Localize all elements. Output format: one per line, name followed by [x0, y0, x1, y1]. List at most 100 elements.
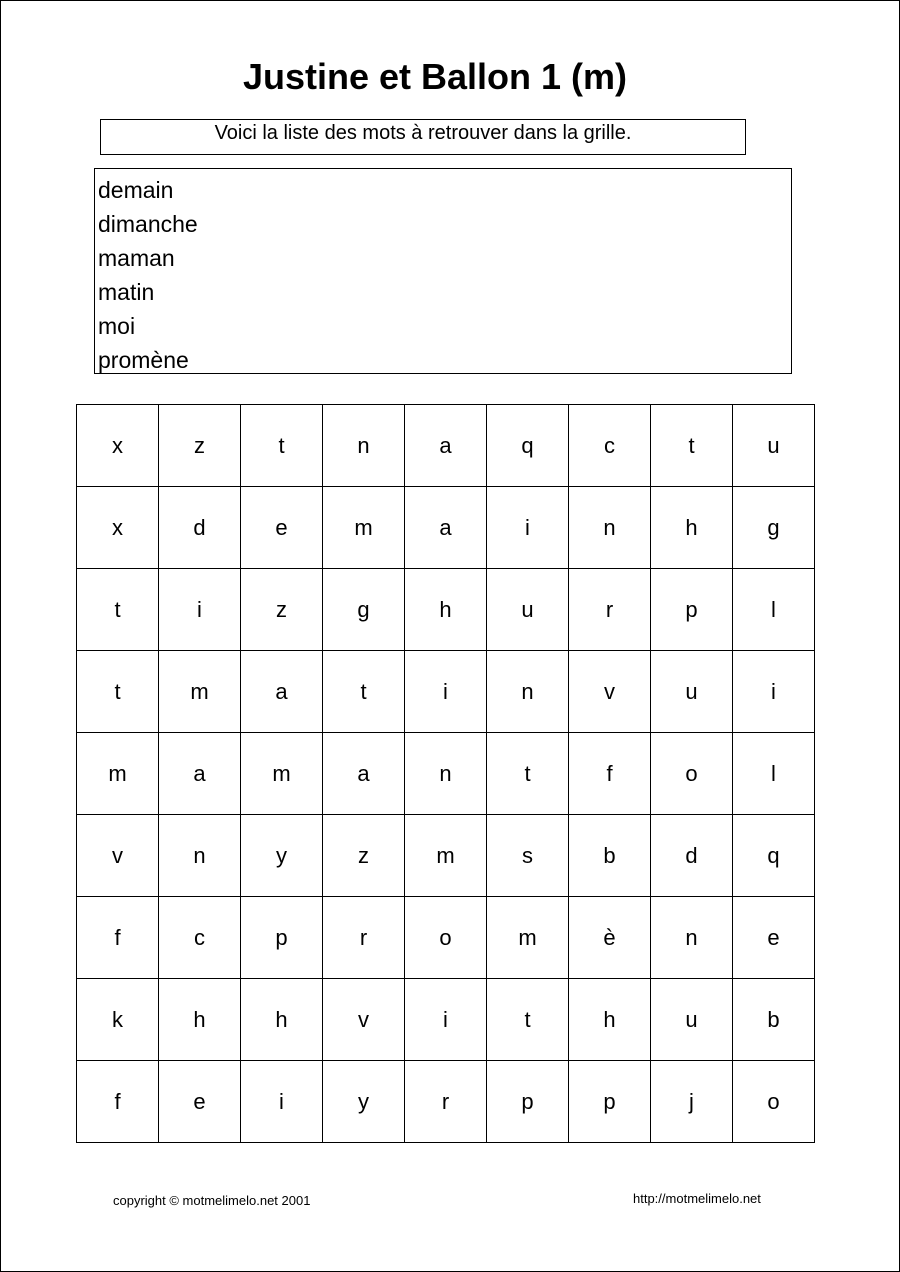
grid-cell: c: [568, 404, 651, 487]
grid-cell: k: [76, 978, 159, 1061]
grid-cell: u: [650, 978, 733, 1061]
grid-cell: t: [486, 978, 569, 1061]
grid-cell: r: [404, 1060, 487, 1143]
grid-cell: m: [486, 896, 569, 979]
grid-cell: h: [650, 486, 733, 569]
grid-cell: i: [404, 650, 487, 733]
grid-cell: a: [404, 404, 487, 487]
grid-cell: n: [486, 650, 569, 733]
grid-cell: f: [76, 896, 159, 979]
grid-cell: o: [404, 896, 487, 979]
grid-cell: a: [404, 486, 487, 569]
grid-cell: b: [568, 814, 651, 897]
grid-cell: p: [240, 896, 323, 979]
grid-cell: h: [158, 978, 241, 1061]
word-item: moi: [98, 313, 136, 339]
grid-cell: n: [650, 896, 733, 979]
grid-cell: p: [650, 568, 733, 651]
grid-cell: o: [732, 1060, 815, 1143]
grid-cell: m: [322, 486, 405, 569]
grid-cell: e: [158, 1060, 241, 1143]
grid-cell: l: [732, 732, 815, 815]
grid-cell: i: [158, 568, 241, 651]
instruction-box: Voici la liste des mots à retrouver dans…: [100, 119, 746, 155]
grid-cell: t: [240, 404, 323, 487]
grid-cell: j: [650, 1060, 733, 1143]
grid-cell: v: [76, 814, 159, 897]
grid-cell: n: [322, 404, 405, 487]
grid-cell: e: [240, 486, 323, 569]
grid-cell: d: [158, 486, 241, 569]
grid-cell: y: [322, 1060, 405, 1143]
grid-cell: n: [158, 814, 241, 897]
grid-cell: g: [322, 568, 405, 651]
grid-cell: q: [486, 404, 569, 487]
grid-cell: i: [732, 650, 815, 733]
grid-cell: h: [568, 978, 651, 1061]
grid-cell: h: [240, 978, 323, 1061]
grid-cell: z: [322, 814, 405, 897]
word-list: demain dimanche maman matin moi promène: [94, 168, 792, 374]
grid-cell: u: [486, 568, 569, 651]
grid-cell: z: [240, 568, 323, 651]
grid-cell: h: [404, 568, 487, 651]
copyright-text: copyright © motmelimelo.net 2001: [113, 1193, 311, 1208]
word-item: maman: [98, 245, 175, 271]
page-title: Justine et Ballon 1 (m): [242, 56, 628, 97]
grid-cell: t: [650, 404, 733, 487]
grid-cell: f: [568, 732, 651, 815]
grid-cell: t: [486, 732, 569, 815]
grid-cell: t: [76, 568, 159, 651]
grid-cell: z: [158, 404, 241, 487]
grid-cell: m: [404, 814, 487, 897]
grid-cell: u: [650, 650, 733, 733]
grid-cell: d: [650, 814, 733, 897]
grid-cell: è: [568, 896, 651, 979]
grid-cell: v: [568, 650, 651, 733]
grid-cell: u: [732, 404, 815, 487]
grid-cell: q: [732, 814, 815, 897]
grid-cell: a: [322, 732, 405, 815]
grid-cell: y: [240, 814, 323, 897]
grid-cell: a: [158, 732, 241, 815]
grid-cell: i: [486, 486, 569, 569]
grid-cell: o: [650, 732, 733, 815]
grid-cell: x: [76, 404, 159, 487]
word-item: matin: [98, 279, 155, 305]
grid-cell: e: [732, 896, 815, 979]
grid-cell: b: [732, 978, 815, 1061]
grid-cell: n: [568, 486, 651, 569]
grid-cell: t: [322, 650, 405, 733]
grid-cell: c: [158, 896, 241, 979]
word-item: demain: [98, 177, 174, 203]
word-item: promène: [98, 347, 189, 373]
grid-cell: l: [732, 568, 815, 651]
grid-cell: f: [76, 1060, 159, 1143]
grid-cell: p: [486, 1060, 569, 1143]
grid-cell: n: [404, 732, 487, 815]
grid-cell: m: [240, 732, 323, 815]
grid-cell: r: [322, 896, 405, 979]
grid-cell: i: [404, 978, 487, 1061]
grid-cell: p: [568, 1060, 651, 1143]
word-item: dimanche: [98, 211, 198, 237]
grid-cell: v: [322, 978, 405, 1061]
grid-cell: m: [76, 732, 159, 815]
grid-cell: g: [732, 486, 815, 569]
grid-cell: m: [158, 650, 241, 733]
grid-cell: i: [240, 1060, 323, 1143]
grid-cell: t: [76, 650, 159, 733]
site-url: http://motmelimelo.net: [633, 1191, 761, 1206]
grid-cell: s: [486, 814, 569, 897]
grid-cell: a: [240, 650, 323, 733]
